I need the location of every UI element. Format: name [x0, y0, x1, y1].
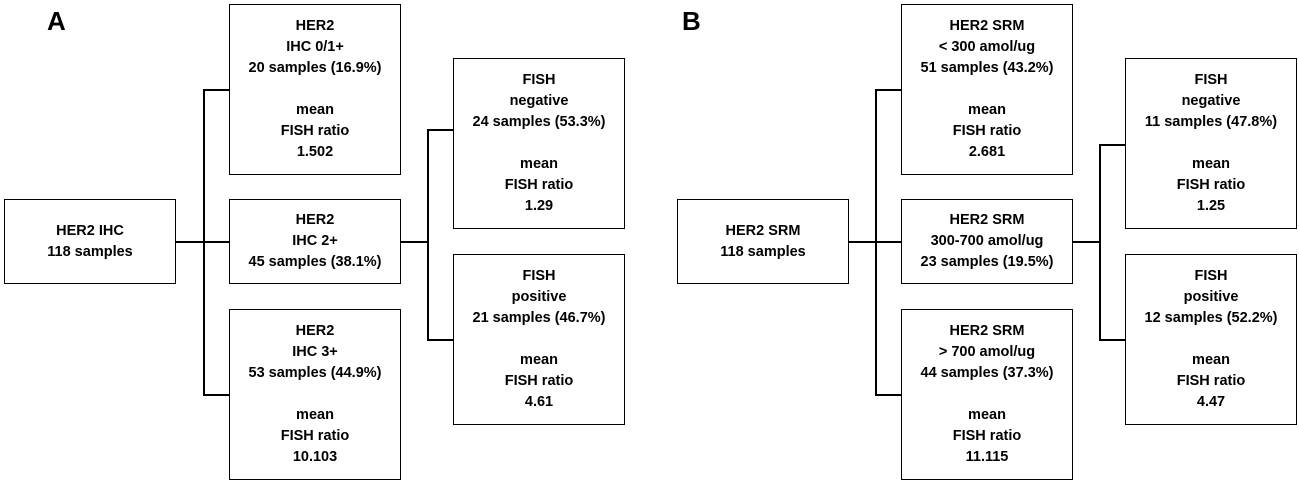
panel-b-fish-negative-box: FISH negative 11 samples (47.8%) mean FI… — [1125, 58, 1297, 229]
panel-a-fish-positive-connector — [427, 339, 453, 341]
panel-b-root-box: HER2 SRM 118 samples — [677, 199, 849, 284]
node-samples: 23 samples (19.5%) — [920, 254, 1054, 270]
node-mean-label: mean — [520, 352, 558, 368]
node-category: IHC 0/1+ — [286, 39, 344, 55]
panel-b-level1-bracket — [875, 89, 877, 395]
panel-a-ihc2-connector — [401, 241, 428, 243]
node-ratio-value: 2.681 — [968, 144, 1006, 160]
root-count: 118 samples — [720, 243, 806, 260]
node-title: HER2 — [295, 323, 335, 339]
panel-b-srm-mid-connector — [1073, 241, 1100, 243]
node-samples: 11 samples (47.8%) — [1144, 114, 1278, 130]
node-samples: 45 samples (38.1%) — [248, 254, 382, 270]
node-ratio-label: FISH ratio — [952, 428, 1022, 444]
node-category: 300-700 amol/ug — [930, 233, 1044, 249]
panel-a-fish-positive-box: FISH positive 21 samples (46.7%) mean FI… — [453, 254, 625, 425]
node-samples: 24 samples (53.3%) — [472, 114, 606, 130]
node-samples: 51 samples (43.2%) — [920, 60, 1054, 76]
node-ratio-label: FISH ratio — [952, 123, 1022, 139]
panel-a-level2-bracket — [427, 129, 429, 340]
panel-a-ihc3-connector — [203, 394, 229, 396]
node-title: FISH — [1194, 72, 1228, 88]
node-title: HER2 — [295, 212, 335, 228]
panel-b-fish-negative-connector — [1099, 144, 1125, 146]
node-category: > 700 amol/ug — [938, 344, 1036, 360]
node-mean-label: mean — [968, 407, 1006, 423]
root-title: HER2 SRM — [725, 222, 801, 239]
panel-b-srm-high-box: HER2 SRM > 700 amol/ug 44 samples (37.3%… — [901, 309, 1073, 480]
node-title: HER2 SRM — [949, 323, 1025, 339]
node-title: HER2 — [295, 18, 335, 34]
panel-b-label: B — [682, 6, 701, 36]
node-title: FISH — [522, 72, 556, 88]
panel-a-ihc01-connector — [203, 89, 229, 91]
panel-a-ihc2-box: HER2 IHC 2+ 45 samples (38.1%) — [229, 199, 401, 284]
node-ratio-label: FISH ratio — [1176, 177, 1246, 193]
node-title: HER2 SRM — [949, 212, 1025, 228]
panel-b-fish-positive-connector — [1099, 339, 1125, 341]
node-samples: 44 samples (37.3%) — [920, 365, 1054, 381]
node-samples: 21 samples (46.7%) — [472, 310, 606, 326]
node-ratio-label: FISH ratio — [504, 177, 574, 193]
root-count: 118 samples — [47, 243, 133, 260]
node-mean-label: mean — [1192, 156, 1230, 172]
panel-b-level2-bracket — [1099, 144, 1101, 340]
node-category: positive — [511, 289, 567, 305]
panel-a-root-box: HER2 IHC 118 samples — [4, 199, 176, 284]
node-ratio-label: FISH ratio — [280, 428, 350, 444]
panel-b-fish-positive-box: FISH positive 12 samples (52.2%) mean FI… — [1125, 254, 1297, 425]
panel-a-root-connector — [176, 241, 229, 243]
node-category: negative — [1181, 93, 1241, 109]
panel-b-srm-mid-box: HER2 SRM 300-700 amol/ug 23 samples (19.… — [901, 199, 1073, 284]
node-title: FISH — [1194, 268, 1228, 284]
node-mean-label: mean — [1192, 352, 1230, 368]
node-title: FISH — [522, 268, 556, 284]
panel-a-fish-negative-connector — [427, 129, 453, 131]
node-samples: 12 samples (52.2%) — [1144, 310, 1278, 326]
panel-b-srm-low-connector — [875, 89, 901, 91]
root-title: HER2 IHC — [56, 222, 124, 239]
node-mean-label: mean — [520, 156, 558, 172]
node-category: positive — [1183, 289, 1239, 305]
node-ratio-value: 4.61 — [524, 394, 554, 410]
node-samples: 20 samples (16.9%) — [248, 60, 382, 76]
panel-a-ihc01-box: HER2 IHC 0/1+ 20 samples (16.9%) mean FI… — [229, 4, 401, 175]
panel-b-srm-low-box: HER2 SRM < 300 amol/ug 51 samples (43.2%… — [901, 4, 1073, 175]
node-mean-label: mean — [296, 102, 334, 118]
node-samples: 53 samples (44.9%) — [248, 365, 382, 381]
node-title: HER2 SRM — [949, 18, 1025, 34]
node-mean-label: mean — [296, 407, 334, 423]
panel-a-fish-negative-box: FISH negative 24 samples (53.3%) mean FI… — [453, 58, 625, 229]
panel-a-label: A — [47, 6, 66, 36]
node-ratio-value: 4.47 — [1196, 394, 1226, 410]
panel-a-ihc3-box: HER2 IHC 3+ 53 samples (44.9%) mean FISH… — [229, 309, 401, 480]
node-category: negative — [509, 93, 569, 109]
node-mean-label: mean — [968, 102, 1006, 118]
panel-b-srm-high-connector — [875, 394, 901, 396]
node-ratio-label: FISH ratio — [1176, 373, 1246, 389]
panel-a-level1-bracket — [203, 89, 205, 395]
node-ratio-value: 1.502 — [296, 144, 334, 160]
node-ratio-label: FISH ratio — [504, 373, 574, 389]
node-ratio-label: FISH ratio — [280, 123, 350, 139]
node-ratio-value: 1.29 — [524, 198, 554, 214]
node-ratio-value: 1.25 — [1196, 198, 1226, 214]
node-ratio-value: 10.103 — [292, 449, 338, 465]
node-category: IHC 2+ — [292, 233, 338, 249]
node-category: IHC 3+ — [292, 344, 338, 360]
node-category: < 300 amol/ug — [938, 39, 1036, 55]
node-ratio-value: 11.115 — [965, 449, 1009, 465]
